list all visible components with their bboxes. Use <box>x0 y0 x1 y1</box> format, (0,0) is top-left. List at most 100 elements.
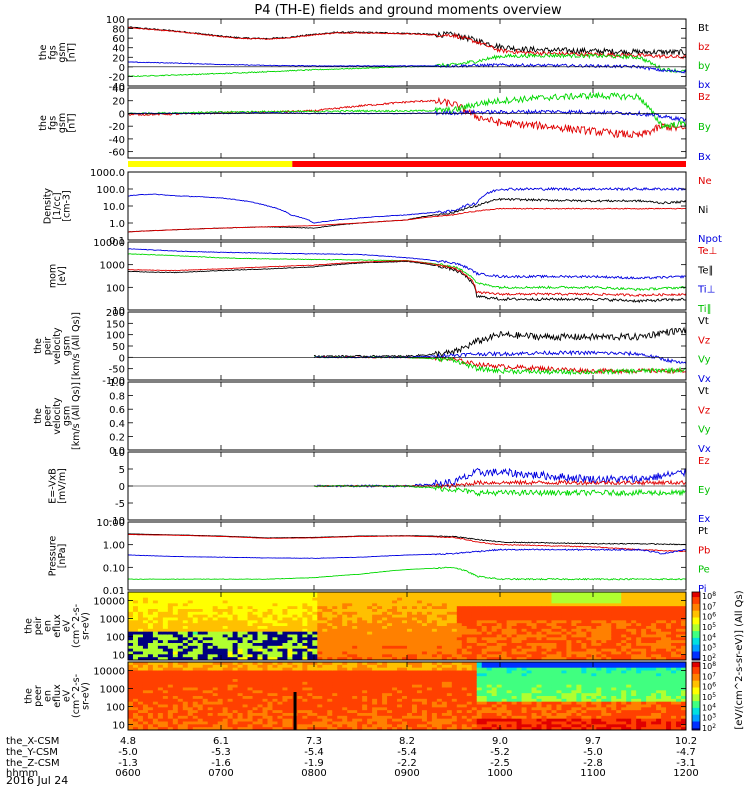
series-line-Ti∥ <box>128 254 686 291</box>
y-tick-label: 1000 <box>100 615 125 626</box>
colorbar-tick-label: 103 <box>702 643 716 653</box>
y-tick-label: 40 <box>112 84 125 95</box>
y-tick-label: 1.00 <box>103 541 125 552</box>
series-line-by <box>128 54 686 77</box>
y-tick-label: 0.01 <box>103 586 125 597</box>
y-axis-label-line: [km/s (All Qs)] <box>71 312 82 380</box>
series-group-peir_velocity <box>314 328 686 374</box>
panel-peer_velocity: VtVzVyVx1.00.80.60.40.20.0thepeervelocit… <box>33 378 711 457</box>
colorbar-tick-exponent: 5 <box>712 622 716 629</box>
y-tick-label: 1.0 <box>109 378 125 389</box>
panel-frame <box>128 88 686 158</box>
series-line-bz <box>128 27 686 59</box>
y-tick-label: 0.10 <box>103 563 125 574</box>
colorbar-tick-exponent: 8 <box>712 591 716 598</box>
colorbar-tick-exponent: 3 <box>712 643 716 650</box>
legend-entry: Bz <box>698 92 710 103</box>
series-line-Te∥ <box>128 261 686 302</box>
panel-density: NeNiNpot1000.0100.010.01.00.1Density[1/c… <box>43 168 722 247</box>
legend-entry: Vt <box>698 386 709 397</box>
spectrogram-peer_en_eflux <box>128 662 687 731</box>
series-line-Ez <box>314 481 686 488</box>
legend-entry: Ti∥ <box>697 304 712 315</box>
panel-frame <box>128 522 686 590</box>
series-group-efield <box>314 469 686 496</box>
y-tick-label: 100 <box>106 331 125 342</box>
colorbar-tick-exponent: 2 <box>712 653 716 660</box>
colorbar-tick-exponent: 6 <box>712 612 716 619</box>
y-tick-label: 0.2 <box>109 432 125 443</box>
y-tick-label: 0.4 <box>109 419 125 430</box>
y-tick-label: 100 <box>106 283 125 294</box>
legend-entry: Te⊥ <box>697 246 717 257</box>
panel-frame <box>128 382 686 450</box>
y-tick-label: 10.0 <box>103 202 125 213</box>
legend-entry: Npot <box>698 234 722 245</box>
colorbar-tick-label: 107 <box>702 601 716 611</box>
series-line-Ne <box>128 208 686 232</box>
y-tick-label: 100 <box>106 633 125 644</box>
legend-entry: bx <box>698 80 710 91</box>
series-group-moments_temperature <box>128 249 686 303</box>
colorbar-tick-exponent: 4 <box>712 632 716 639</box>
y-axis-label-line: [nPa] <box>57 544 68 569</box>
y-axis-label-line: sr-eV) <box>81 612 92 640</box>
orbit-indicator-bar <box>128 161 686 167</box>
y-tick-label: 0.6 <box>109 405 125 416</box>
panel-peer_en_eflux: 10810710610510410310210000100010010thepe… <box>24 661 717 733</box>
y-tick-label: 150 <box>106 319 125 330</box>
y-tick-label: 1.0 <box>109 219 125 230</box>
y-tick-label: 10 <box>112 448 125 459</box>
series-group-fgs_gsm_components <box>128 93 686 138</box>
plot-title: P4 (TH-E) fields and ground moments over… <box>254 3 562 18</box>
y-tick-label: -40 <box>109 135 125 146</box>
legend-entry: Pt <box>698 526 708 537</box>
legend-entry: Vy <box>698 425 711 436</box>
legend-entry: Vy <box>698 355 711 366</box>
y-axis-label-line: [nT] <box>66 43 77 62</box>
y-axis-label-line: [eV] <box>57 266 68 286</box>
spectrogram-peir_en_eflux <box>128 592 687 661</box>
series-line-Te⊥ <box>128 261 686 297</box>
series-line-Ey <box>314 485 686 495</box>
legend-entry: Ti⊥ <box>697 285 715 296</box>
legend-entry: Vt <box>698 316 709 327</box>
y-tick-label: 10000 <box>93 597 125 608</box>
y-tick-label: 0 <box>119 482 125 493</box>
y-tick-label: 0 <box>119 109 125 120</box>
legend-entry: Ey <box>698 485 710 496</box>
y-axis-label-line: [cm-3] <box>62 190 73 221</box>
legend-entry: by <box>698 61 710 72</box>
series-line-Npot <box>128 188 686 223</box>
y-tick-label: 10000 <box>93 238 125 249</box>
panel-peir_velocity: VtVzVyVx200150100500-50-100thepeirveloci… <box>33 308 711 387</box>
legend-entry: Ne <box>698 176 712 187</box>
y-tick-label: -60 <box>109 148 125 159</box>
colorbar-tick-label: 106 <box>702 612 716 622</box>
legend-entry: Bt <box>698 23 709 34</box>
y-tick-label: 20 <box>112 97 125 108</box>
y-tick-label: 0.8 <box>109 392 125 403</box>
legend-entry: Vx <box>698 444 711 455</box>
colorbar-tick-label: 105 <box>702 622 716 632</box>
panels: Btbzbybx100806040200-20-40thefgsgsm[nT]B… <box>24 15 722 733</box>
legend-entry: Pe <box>698 565 710 576</box>
y-axis-label-line: [km/s (All Qs)] <box>71 382 82 450</box>
legend-entry: By <box>698 122 711 133</box>
series-line-bx <box>128 62 686 73</box>
legend-entry: Vx <box>698 374 711 385</box>
y-tick-label: 1000.0 <box>90 168 125 179</box>
